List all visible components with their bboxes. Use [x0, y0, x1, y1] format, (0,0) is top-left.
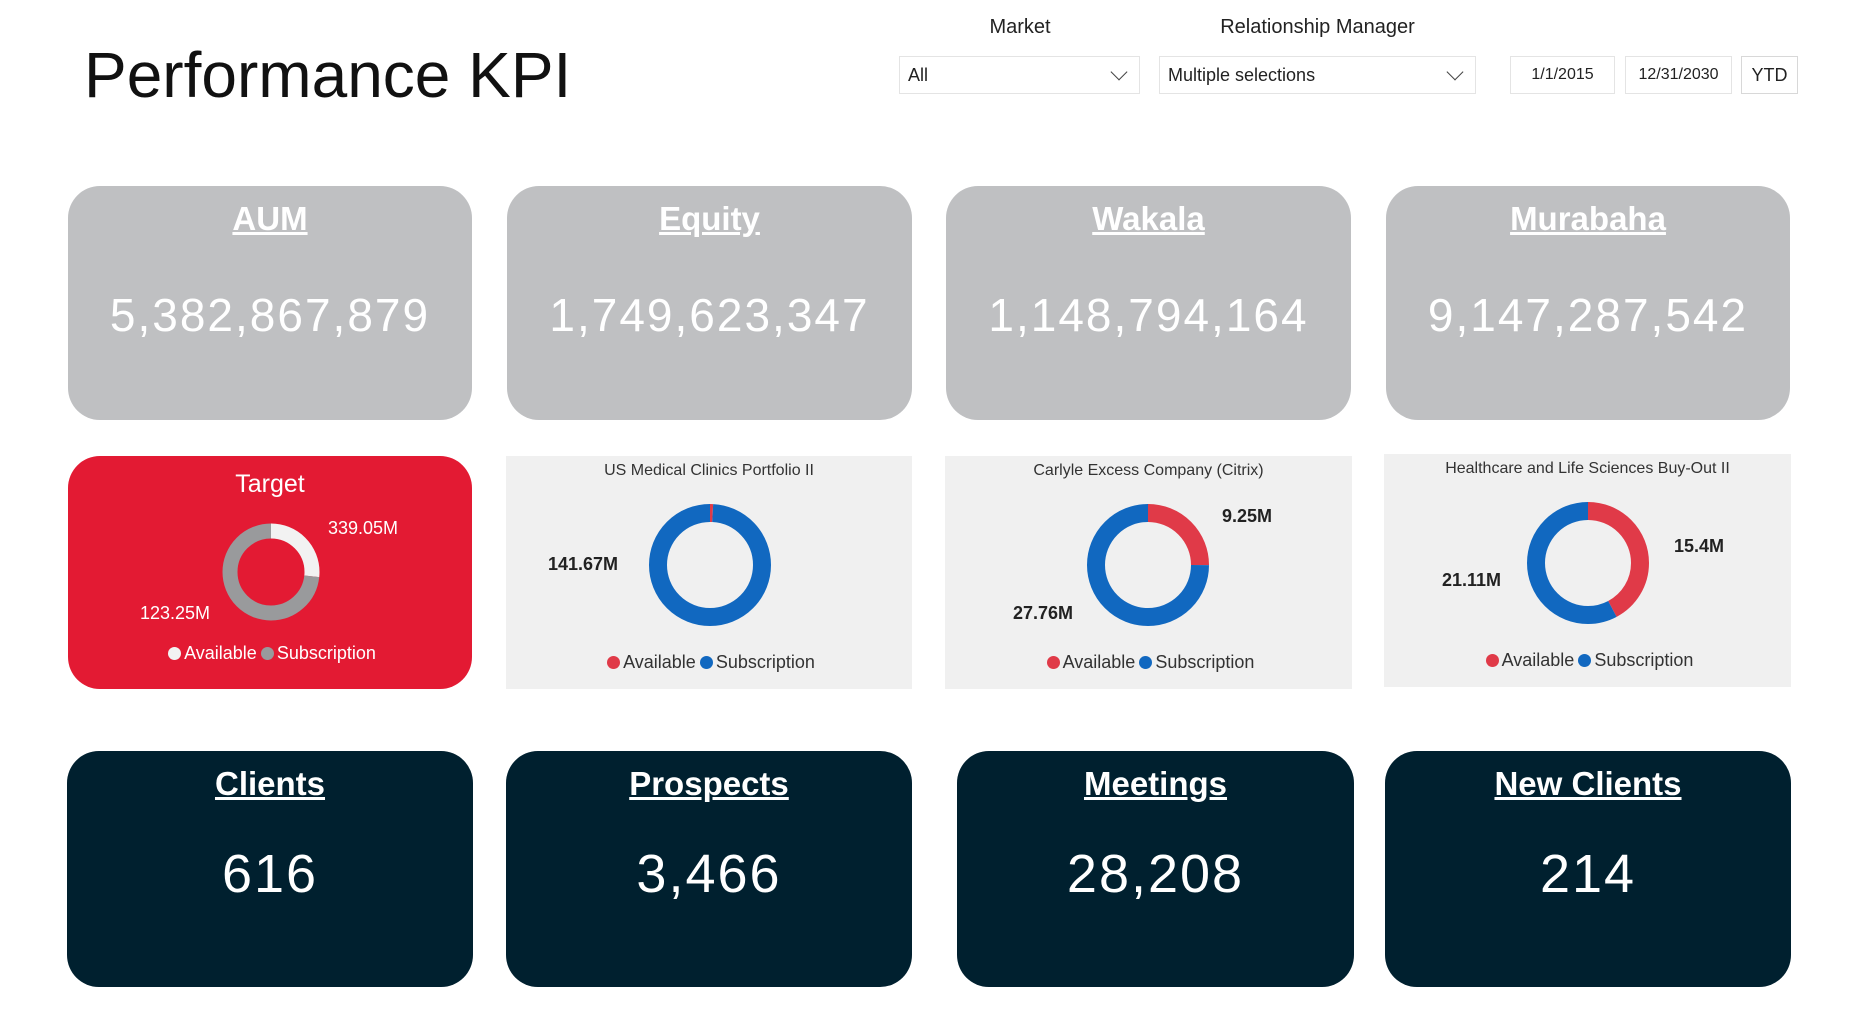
- legend-dot: [1578, 654, 1592, 667]
- data-label: 21.11M: [1442, 570, 1502, 590]
- kpi-value: 616: [221, 844, 319, 904]
- kpi-value: 28,208: [1066, 844, 1245, 904]
- kpi-value: 9,147,287,542: [1427, 289, 1749, 341]
- page-title: Performance KPI: [84, 39, 572, 111]
- legend: Available Subscription: [945, 652, 1352, 673]
- legend-dot: [1485, 654, 1499, 667]
- legend-dot: [699, 656, 713, 669]
- chart-panel-us-medical: US Medical Clinics Portfolio II 141.67M …: [506, 456, 912, 689]
- legend: Available Subscription: [1384, 650, 1791, 671]
- chart-title: Target: [235, 470, 305, 498]
- kpi-label[interactable]: Clients: [214, 765, 326, 802]
- kpi-card-new-clients: New Clients 214: [1385, 751, 1791, 987]
- legend: Available Subscription: [506, 652, 912, 673]
- data-label: 123.25M: [140, 603, 211, 623]
- legend-item[interactable]: Available: [623, 652, 696, 672]
- kpi-card-murabaha: Murabaha 9,147,287,542: [1386, 186, 1790, 420]
- rm-dropdown[interactable]: Multiple selections: [1159, 56, 1476, 94]
- chevron-down-icon: [1446, 63, 1464, 81]
- kpi-card-meetings: Meetings 28,208: [957, 751, 1354, 987]
- donut-slice-subscription[interactable]: [1087, 504, 1209, 626]
- chevron-down-icon: [1110, 63, 1128, 81]
- legend: Available Subscription: [68, 643, 472, 664]
- kpi-card-prospects: Prospects 3,466: [506, 751, 912, 987]
- data-label: 9.25M: [1222, 506, 1273, 526]
- market-label: Market: [989, 16, 1051, 38]
- kpi-card-equity: Equity 1,749,623,347: [507, 186, 912, 420]
- data-label: 27.76M: [1013, 603, 1074, 623]
- data-label: 141.67M: [548, 554, 619, 574]
- kpi-value: 1,749,623,347: [549, 289, 870, 341]
- legend-item[interactable]: Subscription: [1155, 652, 1255, 672]
- legend-dot: [1046, 656, 1060, 669]
- kpi-label[interactable]: Prospects: [629, 765, 789, 802]
- kpi-card-wakala: Wakala 1,148,794,164: [946, 186, 1351, 420]
- legend-item[interactable]: Available: [184, 643, 257, 663]
- chart-title: US Medical Clinics Portfolio II: [604, 462, 814, 479]
- legend-dot: [607, 656, 621, 669]
- chart-title: Carlyle Excess Company (Citrix): [1033, 462, 1264, 479]
- chart-panel-healthcare: Healthcare and Life Sciences Buy-Out II …: [1384, 454, 1791, 687]
- donut-chart[interactable]: [1525, 500, 1651, 626]
- target-chart-panel: Target 339.05M 123.25M Available Subscrip…: [68, 456, 472, 689]
- market-value: All: [908, 64, 929, 85]
- legend-dot: [168, 647, 182, 660]
- data-label: 339.05M: [328, 518, 399, 538]
- legend-item[interactable]: Subscription: [1594, 650, 1694, 670]
- legend-item[interactable]: Subscription: [276, 643, 376, 663]
- kpi-value: 214: [1539, 844, 1637, 904]
- data-label: 15.4M: [1674, 536, 1725, 556]
- kpi-card-aum: AUM 5,382,867,879: [68, 186, 472, 420]
- legend-item[interactable]: Available: [1062, 652, 1136, 672]
- donut-chart[interactable]: [221, 522, 321, 622]
- donut-slice-subscription[interactable]: [649, 504, 771, 626]
- kpi-label[interactable]: New Clients: [1494, 765, 1682, 802]
- kpi-value: 5,382,867,879: [109, 289, 431, 341]
- donut-slice-subscription[interactable]: [222, 523, 320, 621]
- kpi-value: 3,466: [636, 844, 782, 904]
- kpi-label[interactable]: Equity: [659, 200, 760, 237]
- rm-value: Multiple selections: [1168, 64, 1316, 85]
- kpi-card-clients: Clients 616: [67, 751, 473, 987]
- market-dropdown[interactable]: All: [899, 56, 1140, 94]
- legend-item[interactable]: Subscription: [715, 652, 815, 672]
- rm-label: Relationship Manager: [1220, 16, 1415, 38]
- donut-slice-subscription[interactable]: [1527, 502, 1649, 624]
- donut-chart[interactable]: [1085, 502, 1211, 628]
- kpi-label[interactable]: AUM: [232, 200, 308, 237]
- chart-panel-carlyle: Carlyle Excess Company (Citrix) 9.25M 27…: [945, 456, 1352, 689]
- legend-dot: [1139, 656, 1153, 669]
- ytd-button[interactable]: YTD: [1741, 56, 1798, 94]
- legend-item[interactable]: Available: [1501, 650, 1575, 670]
- legend-dot: [260, 647, 274, 660]
- kpi-label[interactable]: Wakala: [1092, 200, 1205, 237]
- start-date-input[interactable]: 1/1/2015: [1510, 56, 1615, 94]
- kpi-label[interactable]: Meetings: [1083, 765, 1228, 802]
- end-date-input[interactable]: 12/31/2030: [1625, 56, 1732, 94]
- kpi-label[interactable]: Murabaha: [1510, 200, 1666, 237]
- chart-title: Healthcare and Life Sciences Buy-Out II: [1445, 460, 1730, 477]
- kpi-value: 1,148,794,164: [988, 289, 1309, 341]
- donut-chart[interactable]: [647, 502, 773, 628]
